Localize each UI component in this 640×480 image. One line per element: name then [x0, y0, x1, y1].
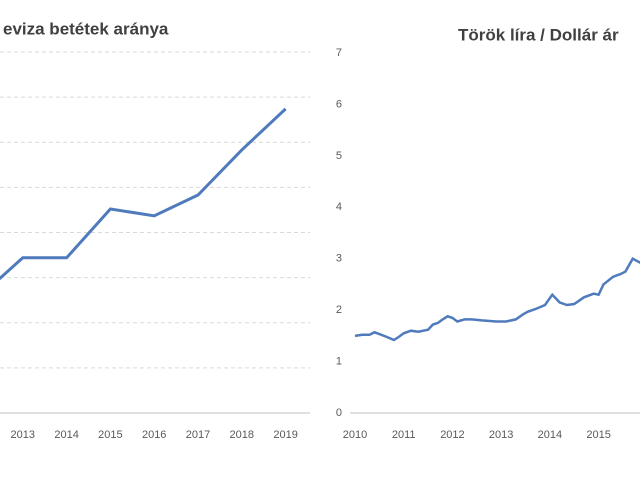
y-tick-label: 5 — [336, 150, 342, 162]
y-tick-label: 6 — [336, 98, 342, 110]
x-tick-label: 2013 — [489, 429, 513, 441]
x-tick-label: 2015 — [98, 429, 122, 441]
y-tick-label: 4 — [336, 201, 342, 213]
y-tick-label: 7 — [336, 47, 342, 59]
x-tick-label: 2016 — [142, 429, 166, 441]
x-tick-label: 2013 — [11, 429, 35, 441]
x-tick-label: 2015 — [586, 429, 610, 441]
chart-title: Török líra / Dollár ár — [458, 25, 619, 44]
line — [354, 257, 640, 342]
x-tick-label: 2019 — [273, 429, 297, 441]
x-tick-label: 2017 — [186, 429, 210, 441]
x-tick-label: 2018 — [230, 429, 254, 441]
x-tick-label: 2014 — [538, 429, 562, 441]
x-tick-label: 2014 — [54, 429, 78, 441]
y-tick-label: 0 — [336, 407, 342, 419]
chart-title: eviza betétek aránya — [3, 19, 169, 38]
y-tick-label: 3 — [336, 253, 342, 265]
line — [0, 107, 287, 281]
y-tick-label: 1 — [336, 355, 342, 367]
x-tick-label: 2012 — [440, 429, 464, 441]
x-tick-label: 2011 — [392, 429, 416, 441]
y-tick-label: 2 — [336, 304, 342, 316]
x-tick-label: 2010 — [343, 429, 367, 441]
